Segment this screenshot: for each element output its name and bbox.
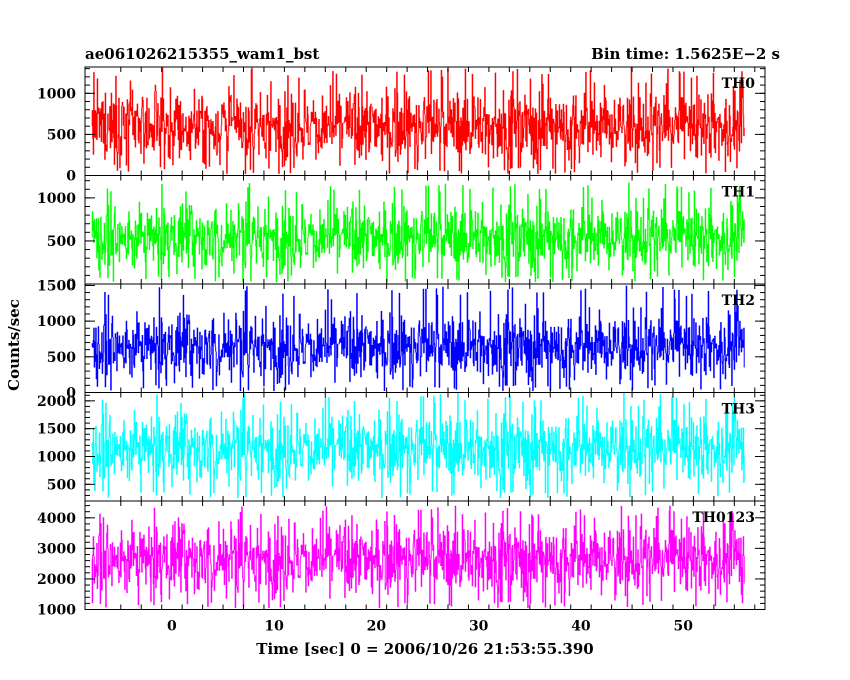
series-line-th1 <box>91 182 745 283</box>
y-tick-label: 500 <box>47 350 76 366</box>
figure-title-left: ae061026215355_wam1_bst <box>85 45 319 63</box>
y-tick-label: 3000 <box>37 541 76 557</box>
y-tick-label: 0 <box>66 169 76 185</box>
x-tick-label: 10 <box>264 619 284 635</box>
panel-label-th0123: TH0123 <box>692 510 755 526</box>
y-tick-label: 500 <box>47 477 76 493</box>
x-tick-label: 20 <box>367 619 387 635</box>
y-tick-label: 1500 <box>37 422 76 438</box>
y-tick-label: 4000 <box>37 511 76 527</box>
panel-frame <box>84 500 766 610</box>
panels-group: 0 500 1000 TH0 0 500 1000 TH1 0 500 1000 1500 TH2 500… <box>37 66 766 619</box>
panel-th1: 0 500 1000 TH1 <box>37 175 766 293</box>
series-line-th0123 <box>91 505 745 608</box>
panel-th0123: 1000 2000 3000 4000 TH0123 <box>37 500 766 619</box>
x-tick-label: 0 <box>167 619 177 635</box>
figure-title-right: Bin time: 1.5625E−2 s <box>591 45 780 63</box>
y-tick-label: 500 <box>47 234 76 250</box>
panel-label-th0: TH0 <box>722 76 756 92</box>
panel-th3: 500 1000 1500 2000 TH3 <box>37 392 766 502</box>
y-tick-label: 0 <box>66 386 76 402</box>
y-tick-label: 1000 <box>37 191 76 207</box>
y-tick-label: 2000 <box>37 572 76 588</box>
y-tick-label: 1000 <box>37 314 76 330</box>
y-axis-label: Counts/sec <box>5 299 23 391</box>
panel-label-th2: TH2 <box>722 293 755 309</box>
y-tick-label: 0 <box>66 277 76 293</box>
panel-label-th1: TH1 <box>722 185 755 201</box>
y-tick-label: 2000 <box>37 394 76 410</box>
x-tick-label: 30 <box>469 619 489 635</box>
series-line-th3 <box>91 392 745 499</box>
series-line-th2 <box>91 285 745 392</box>
panel-label-th3: TH3 <box>722 402 755 418</box>
panel-th0: 0 500 1000 TH0 <box>37 66 766 185</box>
y-tick-label: 1000 <box>37 449 76 465</box>
x-axis-tick-labels: 0 10 20 30 40 50 <box>167 619 693 635</box>
x-tick-label: 40 <box>571 619 591 635</box>
series-line-th0 <box>91 67 745 174</box>
x-axis-label: Time [sec] 0 = 2006/10/26 21:53:55.390 <box>256 640 593 658</box>
y-tick-label: 1000 <box>37 603 76 619</box>
y-tick-label: 1500 <box>37 278 76 294</box>
x-tick-label: 50 <box>673 619 693 635</box>
panel-th2: 0 500 1000 1500 TH2 <box>37 278 766 402</box>
y-tick-label: 500 <box>47 127 76 143</box>
y-tick-label: 1000 <box>37 86 76 102</box>
